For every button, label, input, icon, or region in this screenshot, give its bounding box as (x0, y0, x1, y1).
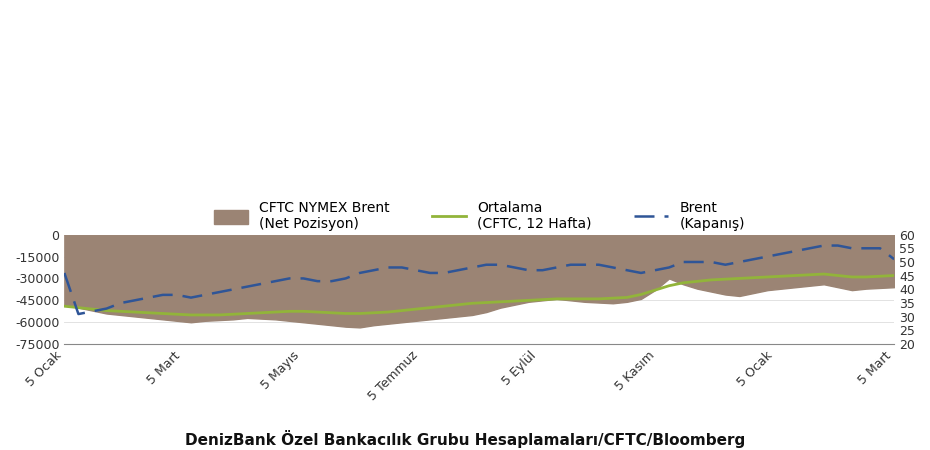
Text: DenizBank Özel Bankacılık Grubu Hesaplamaları/CFTC/Bloomberg: DenizBank Özel Bankacılık Grubu Hesaplam… (185, 431, 745, 449)
Legend: CFTC NYMEX Brent
(Net Pozisyon), Ortalama
(CFTC, 12 Hafta), Brent
(Kapanış): CFTC NYMEX Brent (Net Pozisyon), Ortalam… (208, 195, 751, 237)
